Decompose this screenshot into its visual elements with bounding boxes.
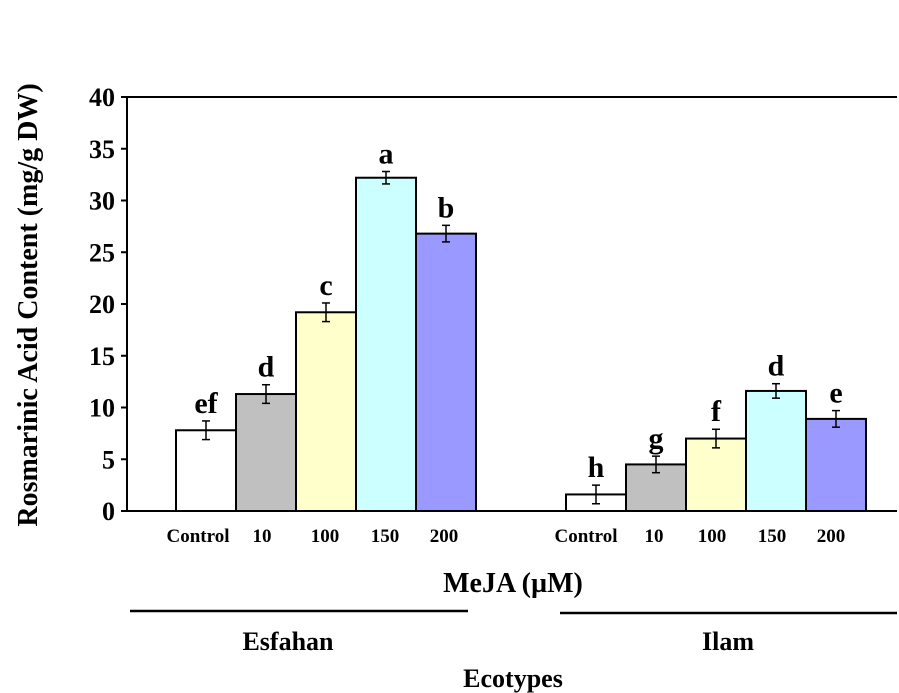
y-tick-label: 10 <box>89 394 115 423</box>
x-tick-label: Control <box>167 526 230 547</box>
bars: ef d c a b h g f d e <box>175 138 867 513</box>
significance-label: c <box>319 269 332 302</box>
bar <box>175 429 237 512</box>
x-tick-label: 200 <box>430 526 459 547</box>
y-tick-label: 15 <box>89 342 115 371</box>
group-label-esfahan: Esfahan <box>242 627 334 656</box>
x-tick-label: 100 <box>311 526 340 547</box>
y-tick-label: 40 <box>89 83 115 112</box>
y-axis: 0 5 10 15 20 25 30 35 40 <box>89 83 897 526</box>
x-tick-label: 150 <box>758 526 787 547</box>
x-axis: Control 10 100 150 200 Control 10 100 150 200 <box>127 510 897 547</box>
significance-label: h <box>588 451 605 484</box>
bar <box>415 232 477 512</box>
significance-label: b <box>438 191 455 224</box>
bar <box>745 389 807 512</box>
x-axis-title: MeJA (µM) <box>443 568 583 599</box>
significance-label: a <box>379 138 394 171</box>
significance-label: e <box>829 377 842 410</box>
ecotypes-axis-title: Ecotypes <box>463 664 563 693</box>
bar <box>295 311 357 512</box>
y-tick-label: 20 <box>89 290 115 319</box>
x-tick-label: 100 <box>698 526 727 547</box>
group-label-ilam: Ilam <box>702 627 754 656</box>
y-tick-label: 0 <box>102 497 115 526</box>
bar <box>805 417 867 513</box>
y-tick-label: 5 <box>102 445 115 474</box>
x-tick-label: 200 <box>817 526 846 547</box>
significance-label: f <box>711 395 722 428</box>
bar <box>355 176 417 512</box>
significance-label: g <box>649 422 664 455</box>
bar <box>685 437 747 512</box>
x-tick-label: 10 <box>645 526 664 547</box>
y-tick-label: 25 <box>89 238 115 267</box>
significance-label: d <box>258 351 275 384</box>
y-tick-label: 35 <box>89 135 115 164</box>
x-tick-label: Control <box>555 526 618 547</box>
y-tick-label: 30 <box>89 187 115 216</box>
x-tick-label: 10 <box>253 526 272 547</box>
x-tick-label: 150 <box>371 526 400 547</box>
y-axis-title: Rosmarinic Acid Content (mg/g DW) <box>13 83 44 526</box>
significance-label: ef <box>194 387 218 420</box>
significance-label: d <box>768 350 785 383</box>
bar <box>235 393 297 513</box>
